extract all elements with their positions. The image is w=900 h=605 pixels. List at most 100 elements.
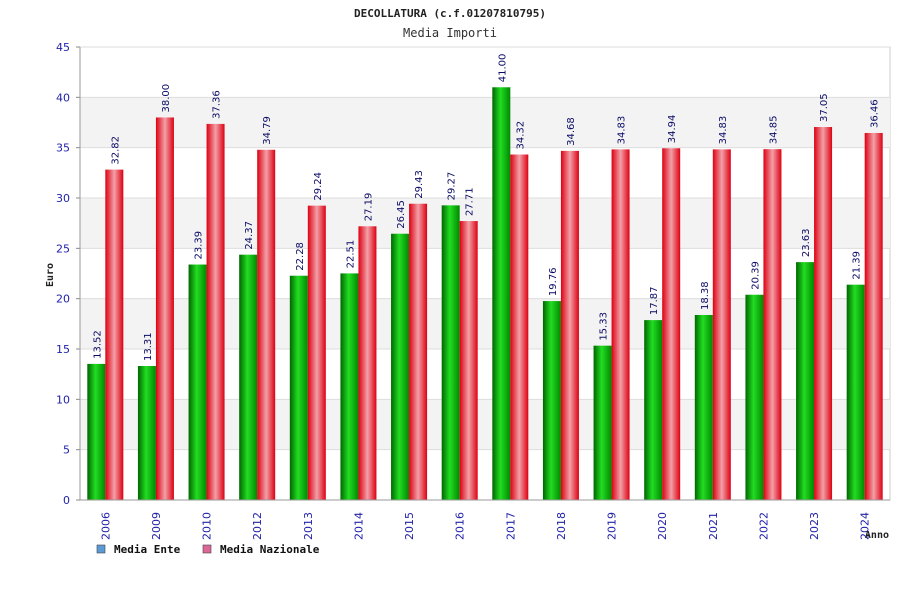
- value-label: 34.79: [262, 116, 273, 145]
- value-label: 15.33: [599, 312, 610, 341]
- bar-media-ente-2019: [593, 345, 612, 500]
- chart-subtitle: Media Importi: [403, 26, 497, 40]
- value-label: 34.83: [617, 116, 628, 145]
- bar-media-ente-2022: [745, 294, 764, 500]
- value-label: 23.63: [801, 228, 812, 257]
- value-label: 22.51: [345, 240, 356, 269]
- value-label: 24.37: [244, 221, 255, 250]
- value-label: 29.43: [414, 170, 425, 199]
- value-label: 41.00: [497, 54, 508, 83]
- bar-media-nazionale-2012: [257, 149, 276, 500]
- x-tick-label: 2023: [808, 512, 821, 540]
- legend-swatch-media-ente: [96, 544, 106, 554]
- bar-media-nazionale-2017: [510, 154, 529, 500]
- value-label: 21.39: [852, 251, 863, 280]
- x-tick-labels: 2006 2009 2010 2012 2013 2014 2015 2016 2017 2018…: [99, 512, 871, 540]
- value-label: 38.00: [161, 84, 172, 113]
- bar-media-ente-2017: [492, 87, 511, 501]
- value-labels-layer: 13.52 32.82 13.31 38.00 23.39 37.36 24.37 34.79…: [92, 54, 880, 361]
- bar-media-nazionale-2014: [358, 226, 377, 500]
- y-tick-label: 0: [63, 494, 70, 507]
- bar-media-ente-2020: [644, 320, 663, 500]
- value-label: 37.05: [819, 93, 830, 122]
- value-label: 13.31: [143, 332, 154, 361]
- bar-media-nazionale-2015: [409, 203, 428, 500]
- bar-media-ente-2012: [239, 254, 258, 500]
- bar-media-ente-2015: [391, 233, 410, 500]
- bar-media-nazionale-2018: [560, 150, 579, 500]
- bar-media-ente-2013: [289, 275, 308, 500]
- value-label: 29.24: [313, 172, 324, 201]
- legend-swatch-media-nazionale: [202, 544, 212, 554]
- y-tick-label: 35: [56, 142, 70, 155]
- x-tick-label: 2018: [555, 512, 568, 540]
- bar-media-nazionale-2006: [105, 169, 124, 500]
- bar-media-nazionale-2023: [814, 127, 833, 500]
- x-tick-label: 2012: [251, 512, 264, 540]
- value-label: 34.85: [768, 116, 779, 145]
- bar-media-nazionale-2024: [864, 132, 883, 500]
- y-tick-label: 45: [56, 41, 70, 54]
- x-tick-label: 2017: [504, 512, 517, 540]
- bar-media-nazionale-2009: [155, 117, 174, 500]
- x-tick-label: 2010: [201, 512, 214, 540]
- bar-media-nazionale-2010: [206, 123, 225, 500]
- value-label: 37.36: [212, 90, 223, 119]
- value-label: 17.87: [649, 286, 660, 315]
- x-tick-label: 2013: [302, 512, 315, 540]
- value-label: 23.39: [194, 231, 205, 260]
- value-label: 34.83: [718, 116, 729, 145]
- value-label: 27.19: [363, 193, 374, 222]
- x-tick-label: 2016: [454, 512, 467, 540]
- value-label: 34.94: [667, 115, 678, 144]
- y-tick-label: 20: [56, 293, 70, 306]
- chart-title: DECOLLATURA (c.f.01207810795): [354, 7, 546, 20]
- bar-media-ente-2016: [441, 205, 460, 500]
- legend: Media Ente Media Nazionale: [96, 543, 320, 556]
- value-label: 27.71: [465, 187, 476, 216]
- y-tick-label: 5: [63, 444, 70, 457]
- x-tick-label: 2015: [403, 512, 416, 540]
- bar-media-nazionale-2022: [763, 149, 782, 500]
- bar-media-ente-2006: [87, 363, 106, 500]
- bar-media-nazionale-2016: [459, 221, 478, 500]
- y-tick-label: 15: [56, 343, 70, 356]
- y-tick-label: 40: [56, 91, 70, 104]
- bar-media-ente-2010: [188, 264, 207, 500]
- bars-layer: [87, 87, 883, 501]
- value-label: 19.76: [548, 267, 559, 296]
- value-label: 36.46: [870, 99, 881, 128]
- value-label: 13.52: [92, 330, 103, 359]
- bar-media-nazionale-2019: [611, 149, 630, 501]
- value-label: 20.39: [750, 261, 761, 290]
- x-tick-label: 2014: [352, 512, 365, 540]
- legend-label-media-nazionale: Media Nazionale: [220, 543, 320, 556]
- bar-media-nazionale-2013: [307, 205, 326, 500]
- bar-media-ente-2024: [846, 284, 865, 500]
- y-tick-label: 30: [56, 192, 70, 205]
- value-label: 22.28: [295, 242, 306, 271]
- x-axis-label: Anno: [865, 530, 889, 541]
- legend-label-media-ente: Media Ente: [114, 543, 181, 556]
- x-tick-label: 2022: [757, 512, 770, 540]
- y-tick-label: 10: [56, 393, 70, 406]
- bar-media-ente-2014: [340, 273, 359, 500]
- bar-media-ente-2009: [137, 366, 156, 500]
- value-label: 29.27: [447, 172, 458, 201]
- legend-item-media-nazionale: Media Nazionale: [202, 543, 320, 556]
- x-tick-label: 2009: [150, 512, 163, 540]
- value-label: 26.45: [396, 200, 407, 229]
- bar-media-nazionale-2020: [662, 148, 681, 500]
- y-axis-label: Euro: [45, 263, 56, 287]
- x-tick-label: 2019: [606, 512, 619, 540]
- x-tick-label: 2020: [656, 512, 669, 540]
- value-label: 34.68: [566, 117, 577, 146]
- bar-media-ente-2018: [542, 301, 561, 500]
- x-tick-label: 2006: [99, 512, 112, 540]
- y-tick-labels: 0 5 10 15 20 25 30 35 40 45: [56, 41, 70, 507]
- bar-media-ente-2021: [694, 314, 713, 500]
- x-tick-label: 2024: [859, 512, 872, 540]
- value-label: 34.32: [515, 121, 526, 150]
